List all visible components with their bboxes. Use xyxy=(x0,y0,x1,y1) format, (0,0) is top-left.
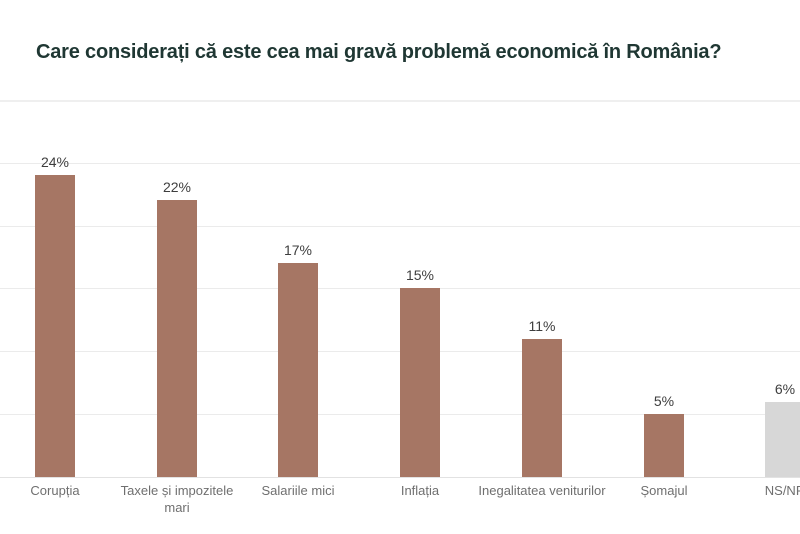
category-label-5: Inegalitatea veniturilor xyxy=(478,483,606,498)
bar-2 xyxy=(157,200,197,477)
bar-4 xyxy=(400,288,440,477)
bar-7 xyxy=(765,402,800,477)
bar-value-label-7: 6% xyxy=(774,381,796,397)
category-label-6: Șomajul xyxy=(640,483,688,498)
bar-value-label-2: 22% xyxy=(162,179,192,195)
category-label-3: Salariile mici xyxy=(261,483,335,498)
category-label-1: Corupția xyxy=(30,483,80,498)
bar-5 xyxy=(522,339,562,477)
chart-title: Care considerați că este cea mai gravă p… xyxy=(36,41,722,63)
bar-value-label-4: 15% xyxy=(405,267,435,283)
bar-3 xyxy=(278,263,318,477)
gridline-20-percent xyxy=(0,226,800,227)
gridline-25-percent xyxy=(0,163,800,164)
bar-value-label-3: 17% xyxy=(283,242,313,258)
x-axis-line xyxy=(0,477,800,478)
category-label-2: Taxele și impozitele mari xyxy=(120,483,234,515)
gridline-30-percent xyxy=(0,100,800,102)
bar-value-label-5: 11% xyxy=(528,318,556,334)
bar-value-label-6: 5% xyxy=(653,393,675,409)
bar-1 xyxy=(35,175,75,477)
category-label-7: NS/NR xyxy=(764,483,800,498)
category-label-4: Inflația xyxy=(400,483,440,498)
bar-value-label-1: 24% xyxy=(40,154,70,170)
bar-6 xyxy=(644,414,684,477)
